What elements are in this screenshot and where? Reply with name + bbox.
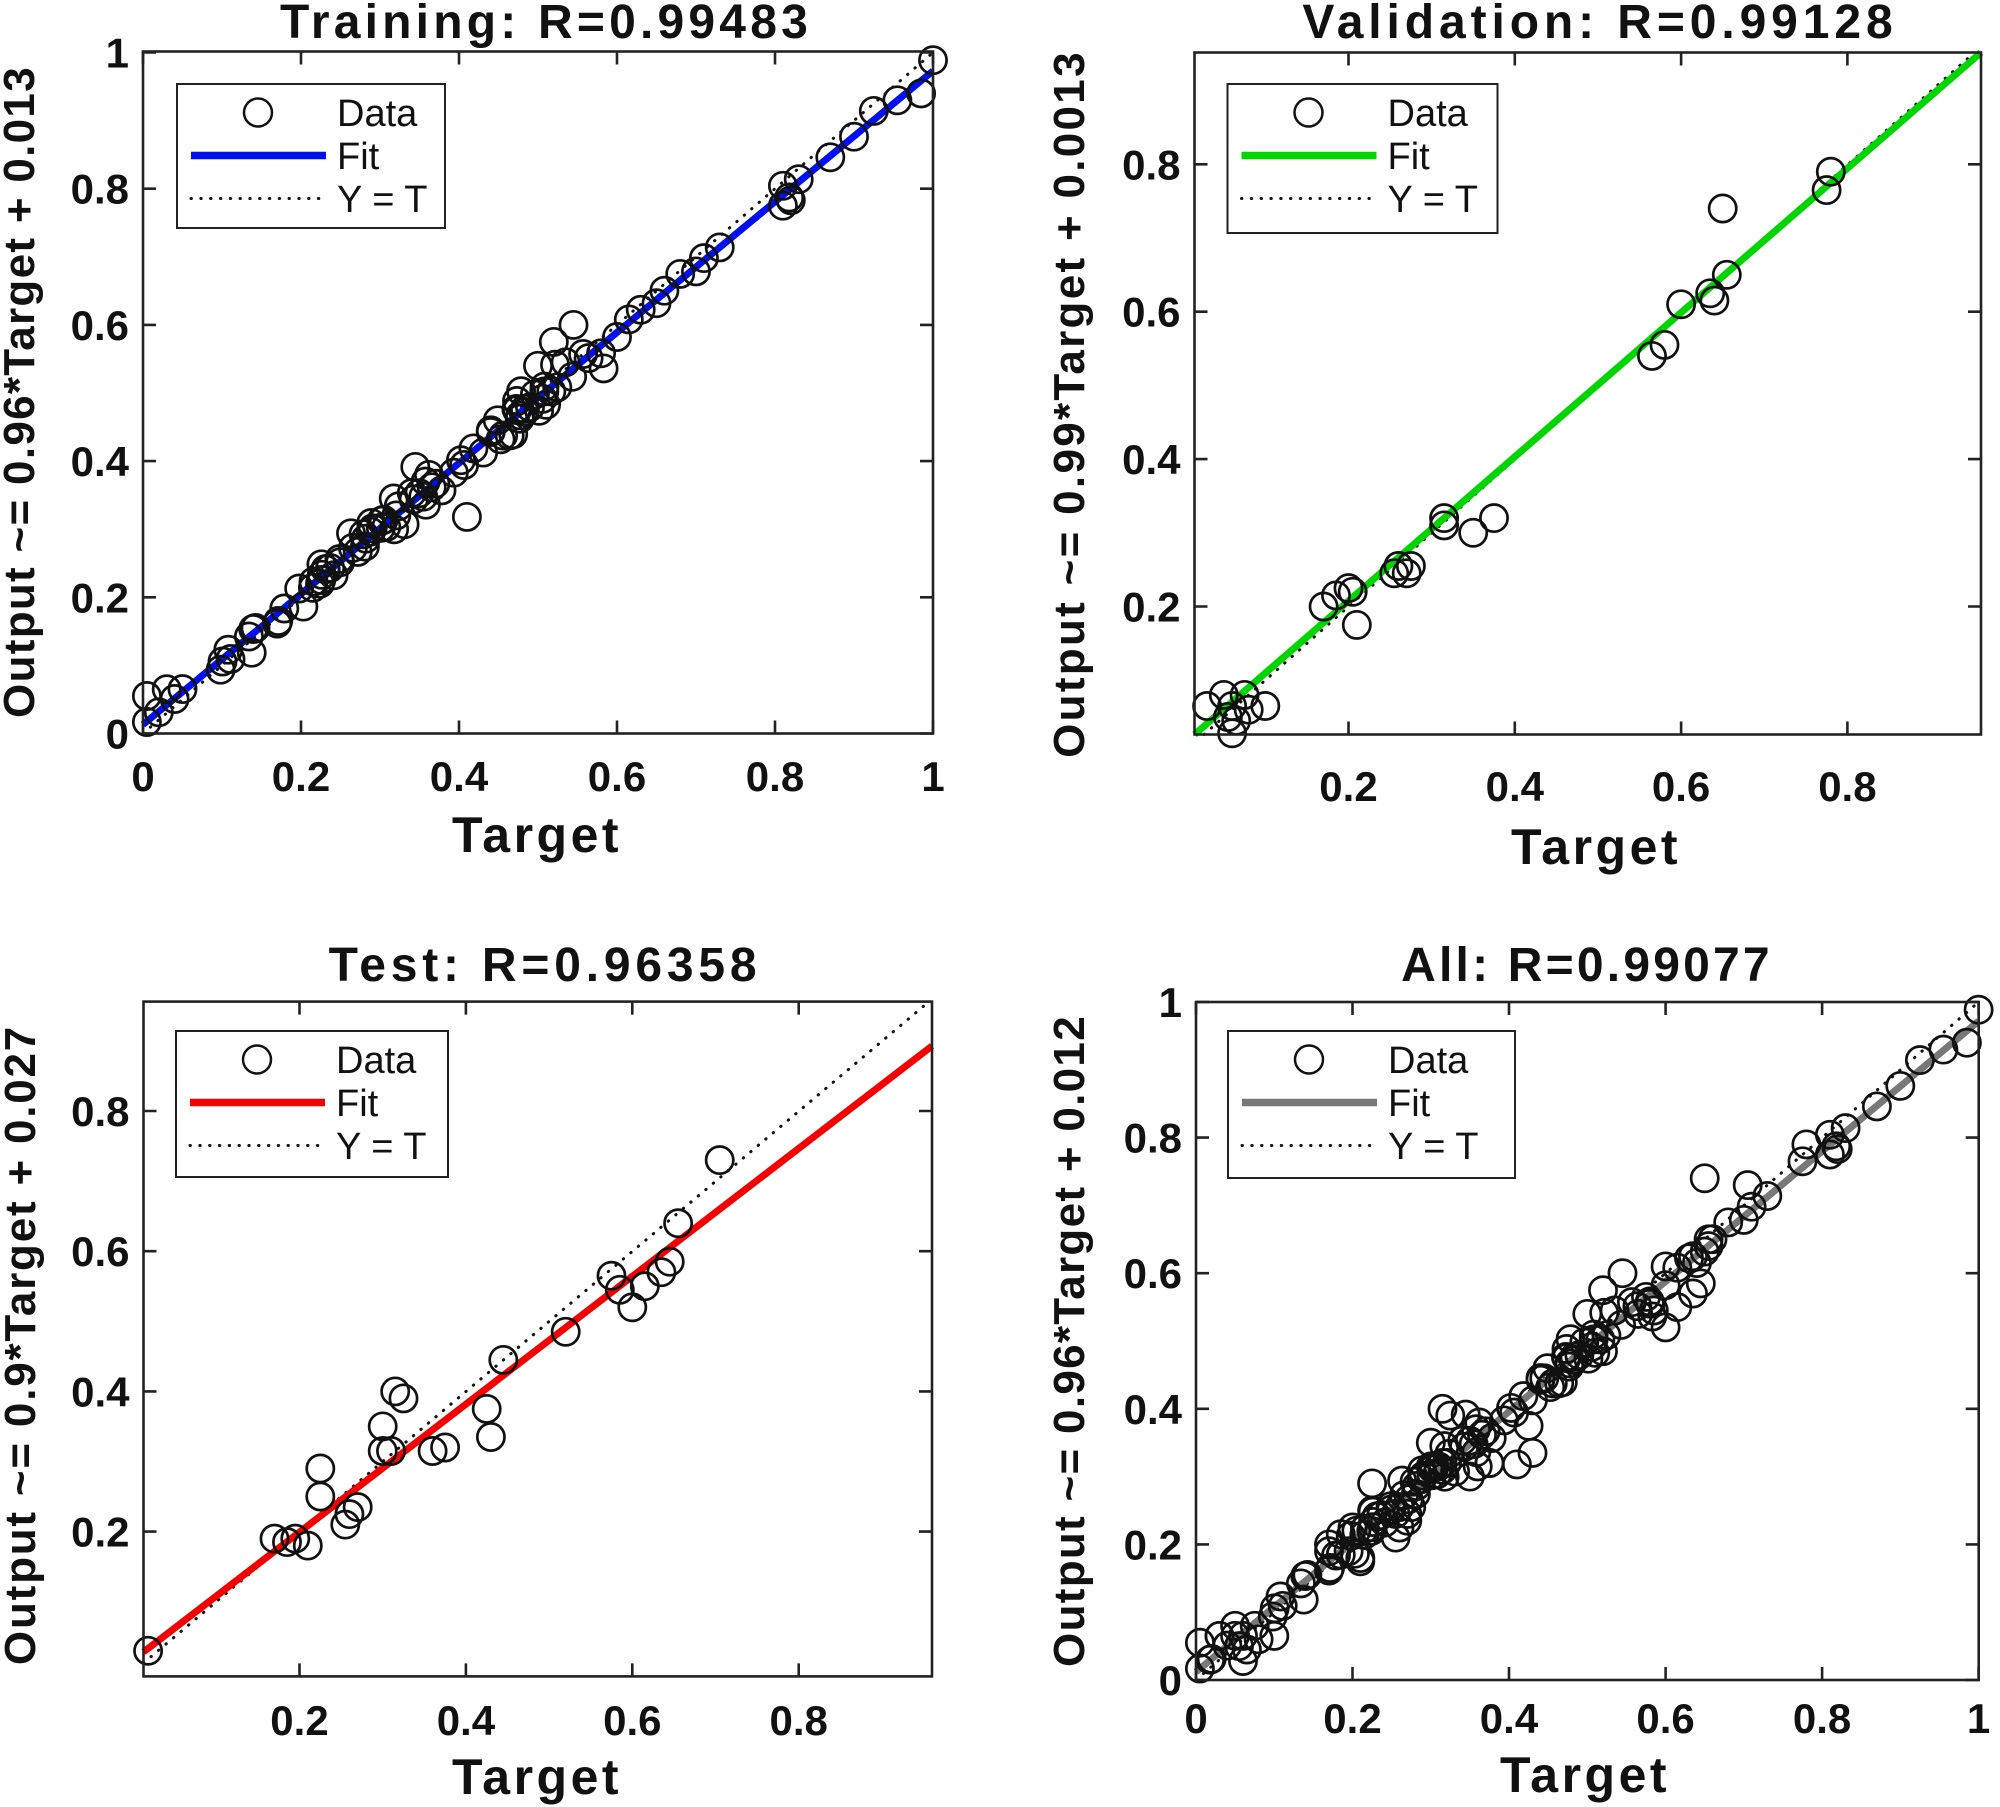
svg-text:Training: R=0.99483: Training: R=0.99483 <box>280 0 812 49</box>
svg-text:Fit: Fit <box>336 1083 379 1125</box>
svg-text:0: 0 <box>1159 1657 1182 1704</box>
svg-text:0.4: 0.4 <box>430 753 489 800</box>
svg-text:1: 1 <box>1967 1695 1990 1742</box>
svg-text:0: 0 <box>131 753 154 800</box>
svg-text:0.4: 0.4 <box>71 1368 130 1415</box>
svg-text:0.8: 0.8 <box>1818 763 1876 810</box>
svg-text:0.4: 0.4 <box>71 438 130 485</box>
svg-text:0.6: 0.6 <box>603 1697 661 1744</box>
svg-text:Target: Target <box>452 1749 622 1805</box>
svg-text:0.2: 0.2 <box>1323 1695 1381 1742</box>
svg-text:0.6: 0.6 <box>1124 1250 1182 1297</box>
svg-text:1: 1 <box>1159 979 1182 1026</box>
svg-text:Fit: Fit <box>1388 136 1431 178</box>
svg-text:0.8: 0.8 <box>746 753 804 800</box>
svg-text:0.2: 0.2 <box>272 753 330 800</box>
svg-text:Data: Data <box>1388 1040 1469 1082</box>
svg-text:0.6: 0.6 <box>1652 763 1710 810</box>
svg-text:0.4: 0.4 <box>437 1697 496 1744</box>
svg-text:0.6: 0.6 <box>71 302 129 349</box>
svg-text:Output ~= 0.99*Target + 0.0013: Output ~= 0.99*Target + 0.0013 <box>1045 50 1094 758</box>
svg-text:0.4: 0.4 <box>1486 763 1545 810</box>
svg-text:Fit: Fit <box>1388 1083 1431 1125</box>
svg-text:0.6: 0.6 <box>1122 289 1180 336</box>
svg-text:0.4: 0.4 <box>1480 1695 1539 1742</box>
svg-text:All: R=0.99077: All: R=0.99077 <box>1401 939 1773 992</box>
svg-text:Test: R=0.96358: Test: R=0.96358 <box>329 939 762 992</box>
svg-text:0.6: 0.6 <box>1636 1695 1694 1742</box>
svg-text:0.2: 0.2 <box>1124 1521 1182 1568</box>
svg-text:Data: Data <box>337 93 418 135</box>
svg-text:Target: Target <box>1500 1747 1670 1803</box>
svg-text:Data: Data <box>1388 93 1469 135</box>
svg-text:0.6: 0.6 <box>71 1228 129 1275</box>
svg-text:1: 1 <box>106 30 129 77</box>
svg-text:Output ~= 0.96*Target + 0.013: Output ~= 0.96*Target + 0.013 <box>0 66 44 718</box>
svg-text:Fit: Fit <box>337 136 380 178</box>
svg-text:0.4: 0.4 <box>1124 1386 1183 1433</box>
svg-text:0.8: 0.8 <box>71 1088 129 1135</box>
svg-text:Target: Target <box>452 807 622 863</box>
svg-text:0: 0 <box>106 711 129 758</box>
svg-text:Y = T: Y = T <box>1388 1126 1479 1168</box>
svg-text:Y = T: Y = T <box>337 179 428 221</box>
svg-text:0.6: 0.6 <box>588 753 646 800</box>
svg-text:Y = T: Y = T <box>1388 179 1479 221</box>
svg-text:Y = T: Y = T <box>336 1126 427 1168</box>
svg-text:0.2: 0.2 <box>71 1509 129 1556</box>
svg-text:0.2: 0.2 <box>1319 763 1377 810</box>
svg-text:Target: Target <box>1511 819 1681 875</box>
svg-text:0: 0 <box>1184 1695 1207 1742</box>
svg-text:1: 1 <box>921 753 944 800</box>
svg-text:0.8: 0.8 <box>770 1697 828 1744</box>
svg-text:0.8: 0.8 <box>1793 1695 1851 1742</box>
svg-text:0.8: 0.8 <box>71 166 129 213</box>
svg-text:0.4: 0.4 <box>1122 436 1181 483</box>
svg-text:0.2: 0.2 <box>270 1697 328 1744</box>
svg-text:0.8: 0.8 <box>1122 141 1180 188</box>
svg-text:Data: Data <box>336 1040 417 1082</box>
svg-text:0.2: 0.2 <box>71 574 129 621</box>
svg-text:Validation: R=0.99128: Validation: R=0.99128 <box>1302 0 1897 49</box>
svg-text:Output ~= 0.9*Target + 0.027: Output ~= 0.9*Target + 0.027 <box>0 1025 45 1665</box>
svg-text:0.2: 0.2 <box>1122 584 1180 631</box>
svg-text:0.8: 0.8 <box>1124 1115 1182 1162</box>
svg-text:Output ~= 0.96*Target + 0.012: Output ~= 0.96*Target + 0.012 <box>1045 1015 1094 1667</box>
